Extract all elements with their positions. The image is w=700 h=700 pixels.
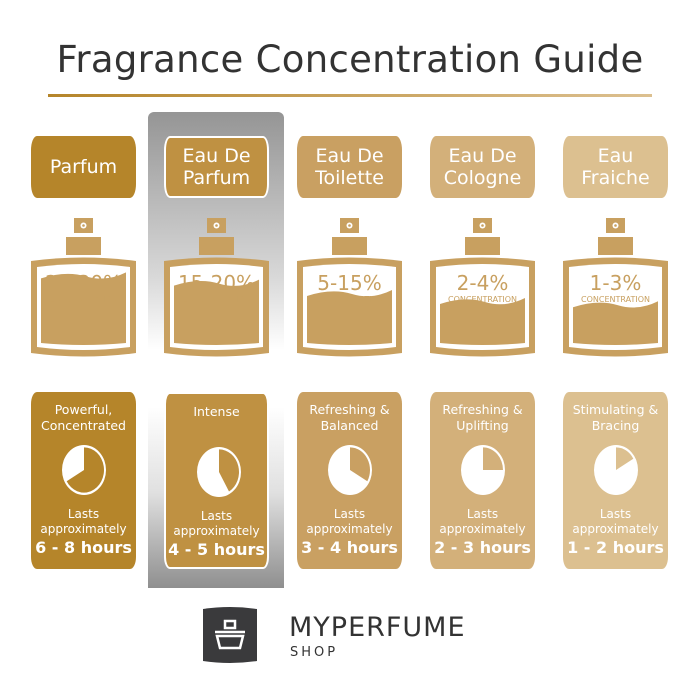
perfume-bottle-icon [563,218,668,357]
pie-slice [483,447,503,470]
duration: 6 - 8 hours [35,538,132,557]
concentration-label: CONCENTRATION [448,295,517,304]
perfume-bottle-icon [164,218,269,357]
liquid-level [174,279,259,345]
column-eau-de-parfum: Eau De Parfum 15-20% CONCENTRATION Inten… [150,0,283,600]
longevity-card: Stimulating & Bracing Lasts approximatel… [563,392,668,569]
scent-description: Stimulating & Bracing [572,402,659,433]
lasts-label: Lasts approximately [306,507,393,536]
longevity-card: Refreshing & Uplifting Lasts approximate… [430,392,535,569]
title-divider [48,94,652,97]
liquid-level [41,272,126,345]
lasts-label: Lasts approximately [572,507,659,536]
scent-description: Refreshing & Balanced [309,402,390,433]
concentration-percent: 15-20% [177,271,256,295]
pie-slice [616,447,634,470]
pie-slice [350,447,370,482]
concentration-label: CONCENTRATION [581,295,650,304]
type-header: Eau Fraiche [563,136,668,198]
type-header: Eau De Parfum [164,136,269,198]
longevity-card: Intense Lasts approximately 4 - 5 hours [164,392,269,569]
scent-description: Powerful, Concentrated [40,402,126,433]
type-name: Parfum [49,156,118,178]
page-title: Fragrance Concentration Guide [56,38,644,81]
clock-pie-icon [461,445,505,495]
column-eau-fraiche: Eau Fraiche 1-3% CONCENTRATION Stimulati… [549,0,682,600]
concentration-label: CONCENTRATION [182,295,251,304]
concentration-percent: 20-30% [44,271,123,295]
concentration-label: CONCENTRATION [315,295,384,304]
perfume-bottle-icon [297,218,402,357]
type-name: Eau De Toilette [315,145,384,189]
longevity-card: Refreshing & Balanced Lasts approximatel… [297,392,402,569]
pie-slice [66,447,105,493]
lasts-label: Lasts approximately [40,507,127,536]
type-name: Eau De Parfum [182,145,251,189]
liquid-level [440,298,525,345]
perfume-bottle-icon [31,218,136,357]
clock-pie-icon [328,445,372,495]
lasts-label: Lasts approximately [439,507,526,536]
longevity-card: Powerful, Concentrated Lasts approximate… [31,392,136,569]
liquid-level [573,301,658,345]
duration: 2 - 3 hours [434,538,531,557]
lasts-label: Lasts approximately [173,509,260,538]
column-eau-de-toilette: Eau De Toilette 5-15% CONCENTRATION Refr… [283,0,416,600]
clock-pie-icon [197,447,241,497]
brand-name: MYPERFUME [289,612,466,643]
duration: 3 - 4 hours [301,538,398,557]
concentration-percent: 5-15% [317,271,382,295]
scent-description: Refreshing & Uplifting [442,402,523,433]
perfume-bottle-logo-icon [203,607,257,663]
concentration-percent: 1-3% [589,271,642,295]
clock-pie-icon [62,445,106,495]
scent-description: Intense [193,404,240,419]
duration: 1 - 2 hours [567,538,664,557]
concentration-percent: 2-4% [456,271,509,295]
perfume-bottle-icon [430,218,535,357]
duration: 4 - 5 hours [168,540,265,559]
concentration-label: CONCENTRATION [49,295,118,304]
type-header: Eau De Toilette [297,136,402,198]
column-eau-de-cologne: Eau De Cologne 2-4% CONCENTRATION Refres… [416,0,549,600]
type-header: Parfum [31,136,136,198]
liquid-level [307,290,392,345]
type-header: Eau De Cologne [430,136,535,198]
type-name: Eau De Cologne [443,145,522,189]
type-name: Eau Fraiche [581,145,650,189]
column-parfum: Parfum 20-30% CONCENTRATION Powerful, Co… [17,0,150,600]
brand-subtitle: SHOP [290,645,339,660]
clock-pie-icon [594,445,638,495]
pie-slice [219,449,239,492]
